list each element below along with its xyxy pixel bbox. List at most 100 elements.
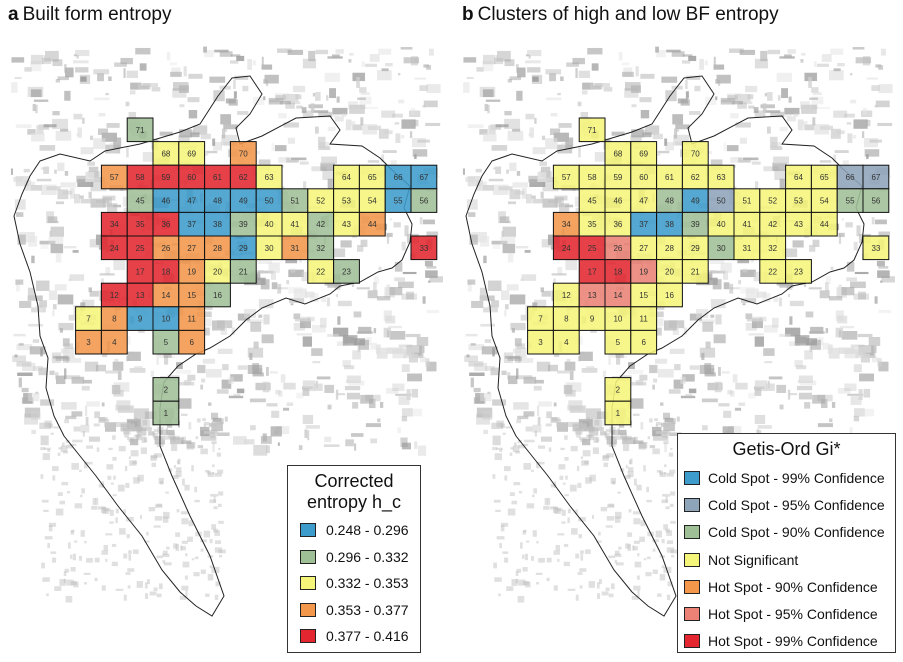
legend-item: Cold Spot - 99% Confidence xyxy=(678,464,895,491)
grid-cell: 23 xyxy=(333,259,360,284)
grid-cell-label: 18 xyxy=(161,267,170,276)
grid-cell-label: 64 xyxy=(342,173,351,182)
grid-cell: 40 xyxy=(255,211,283,237)
grid-cell: 25 xyxy=(126,235,154,261)
grid-cell-label: 69 xyxy=(639,149,648,158)
grid-cell-label: 33 xyxy=(871,244,880,253)
grid-cell-label: 45 xyxy=(588,197,597,206)
grid-cell: 2 xyxy=(152,377,180,402)
grid-cell: 49 xyxy=(681,188,709,213)
grid-cell-label: 61 xyxy=(213,173,222,182)
grid-cell-label: 25 xyxy=(588,244,597,253)
grid-cell-label: 48 xyxy=(665,197,674,206)
city-boundary xyxy=(465,75,865,617)
grid-cell-label: 32 xyxy=(768,244,777,253)
grid-cell-fill xyxy=(578,117,606,143)
grid-cell-label: 67 xyxy=(871,173,880,182)
grid-cell-label: 53 xyxy=(342,197,351,206)
grid-cell-label: 37 xyxy=(639,220,648,229)
grid-cell-label: 24 xyxy=(110,244,119,253)
grid-cell: 32 xyxy=(307,235,335,261)
grid-cell: 21 xyxy=(681,259,709,284)
legend-label: 0.377 - 0.416 xyxy=(326,628,409,645)
grid-cell: 16 xyxy=(656,282,683,308)
grid-cell-label: 55 xyxy=(846,197,855,206)
panel-a-title: a Built form entropy xyxy=(8,4,171,26)
grid-cell-label: 14 xyxy=(161,291,170,300)
grid-cell: 57 xyxy=(552,164,580,190)
grid-cell: 15 xyxy=(630,282,658,308)
grid-cell: 47 xyxy=(630,188,658,213)
legend-swatch xyxy=(684,579,700,594)
grid-cell: 34 xyxy=(552,211,580,237)
legend-item: Hot Spot - 99% Confidence xyxy=(678,628,895,655)
grid-cell-label: 2 xyxy=(616,385,621,394)
legend-swatch xyxy=(684,607,700,622)
grid-cell: 51 xyxy=(733,188,761,213)
grid-cell-fill xyxy=(333,259,360,284)
grid-cell: 69 xyxy=(630,141,658,166)
legend-swatch xyxy=(684,552,700,567)
legend-label: Not Significant xyxy=(708,551,799,568)
grid-cell: 58 xyxy=(126,164,154,190)
legend-label: 0.332 - 0.353 xyxy=(326,575,409,592)
grid-cell: 56 xyxy=(862,188,890,213)
grid-cell: 39 xyxy=(229,211,257,237)
grid-cell-label: 57 xyxy=(562,173,571,182)
grid-cell: 62 xyxy=(681,164,709,190)
grid-cell-label: 10 xyxy=(613,315,622,324)
grid-cell: 65 xyxy=(810,164,838,190)
grid-cell: 27 xyxy=(630,235,658,261)
grid-cell-label: 42 xyxy=(768,220,777,229)
grid-cell-label: 26 xyxy=(613,244,622,253)
grid-cell-label: 28 xyxy=(665,244,674,253)
legend-item: 0.353 - 0.377 xyxy=(288,597,420,624)
grid-cell-label: 10 xyxy=(161,315,170,324)
grid-cell-label: 59 xyxy=(161,173,170,182)
grid-cell-label: 21 xyxy=(691,267,700,276)
grid-cell-label: 12 xyxy=(562,291,571,300)
grid-cell: 5 xyxy=(152,329,180,355)
grid-cell-label: 71 xyxy=(588,126,597,135)
legend-item: 0.248 - 0.296 xyxy=(288,517,420,544)
grid-cell-label: 52 xyxy=(768,197,777,206)
grid-cell: 9 xyxy=(578,306,606,331)
grid-cell-fill xyxy=(410,235,438,261)
grid-cell: 30 xyxy=(707,235,735,261)
grid-cell-label: 67 xyxy=(419,173,428,182)
grid-cell-label: 60 xyxy=(187,173,196,182)
grid-cell: 7 xyxy=(527,306,554,331)
grid-cell: 37 xyxy=(630,211,658,237)
grid-cell: 70 xyxy=(681,141,709,166)
legend-label: Cold Spot - 95% Confidence xyxy=(708,496,885,513)
grid-cell: 47 xyxy=(178,188,206,213)
grid-cell-label: 25 xyxy=(136,244,145,253)
city-boundary xyxy=(13,75,413,617)
grid-cell-label: 35 xyxy=(136,220,145,229)
grid-cell-label: 42 xyxy=(316,220,325,229)
panel-a-letter: a xyxy=(8,4,19,25)
grid-cell: 43 xyxy=(333,211,360,237)
grid-cell-label: 7 xyxy=(86,315,91,324)
grid-cell: 38 xyxy=(656,211,683,237)
legend-label: 0.248 - 0.296 xyxy=(326,522,409,539)
grid-cell-label: 51 xyxy=(290,197,299,206)
grid-cell-fill xyxy=(152,400,180,426)
grid-cell-label: 11 xyxy=(640,315,649,324)
grid-cell-label: 44 xyxy=(368,220,377,229)
legend-label: 0.296 - 0.332 xyxy=(326,548,409,565)
grid-cell: 62 xyxy=(229,164,257,190)
grid-cell-label: 70 xyxy=(691,149,700,158)
grid-cell-label: 29 xyxy=(239,244,248,253)
grid-cell-label: 14 xyxy=(613,291,622,300)
grid-cell-label: 39 xyxy=(691,220,700,229)
grid-cell-label: 31 xyxy=(742,244,751,253)
grid-cell: 5 xyxy=(604,329,632,355)
grid-cell: 20 xyxy=(656,259,683,284)
grid-cell: 8 xyxy=(100,306,128,331)
grid-cell: 64 xyxy=(333,164,360,190)
grid-cell-label: 55 xyxy=(394,197,403,206)
grid-cell-label: 32 xyxy=(316,244,325,253)
